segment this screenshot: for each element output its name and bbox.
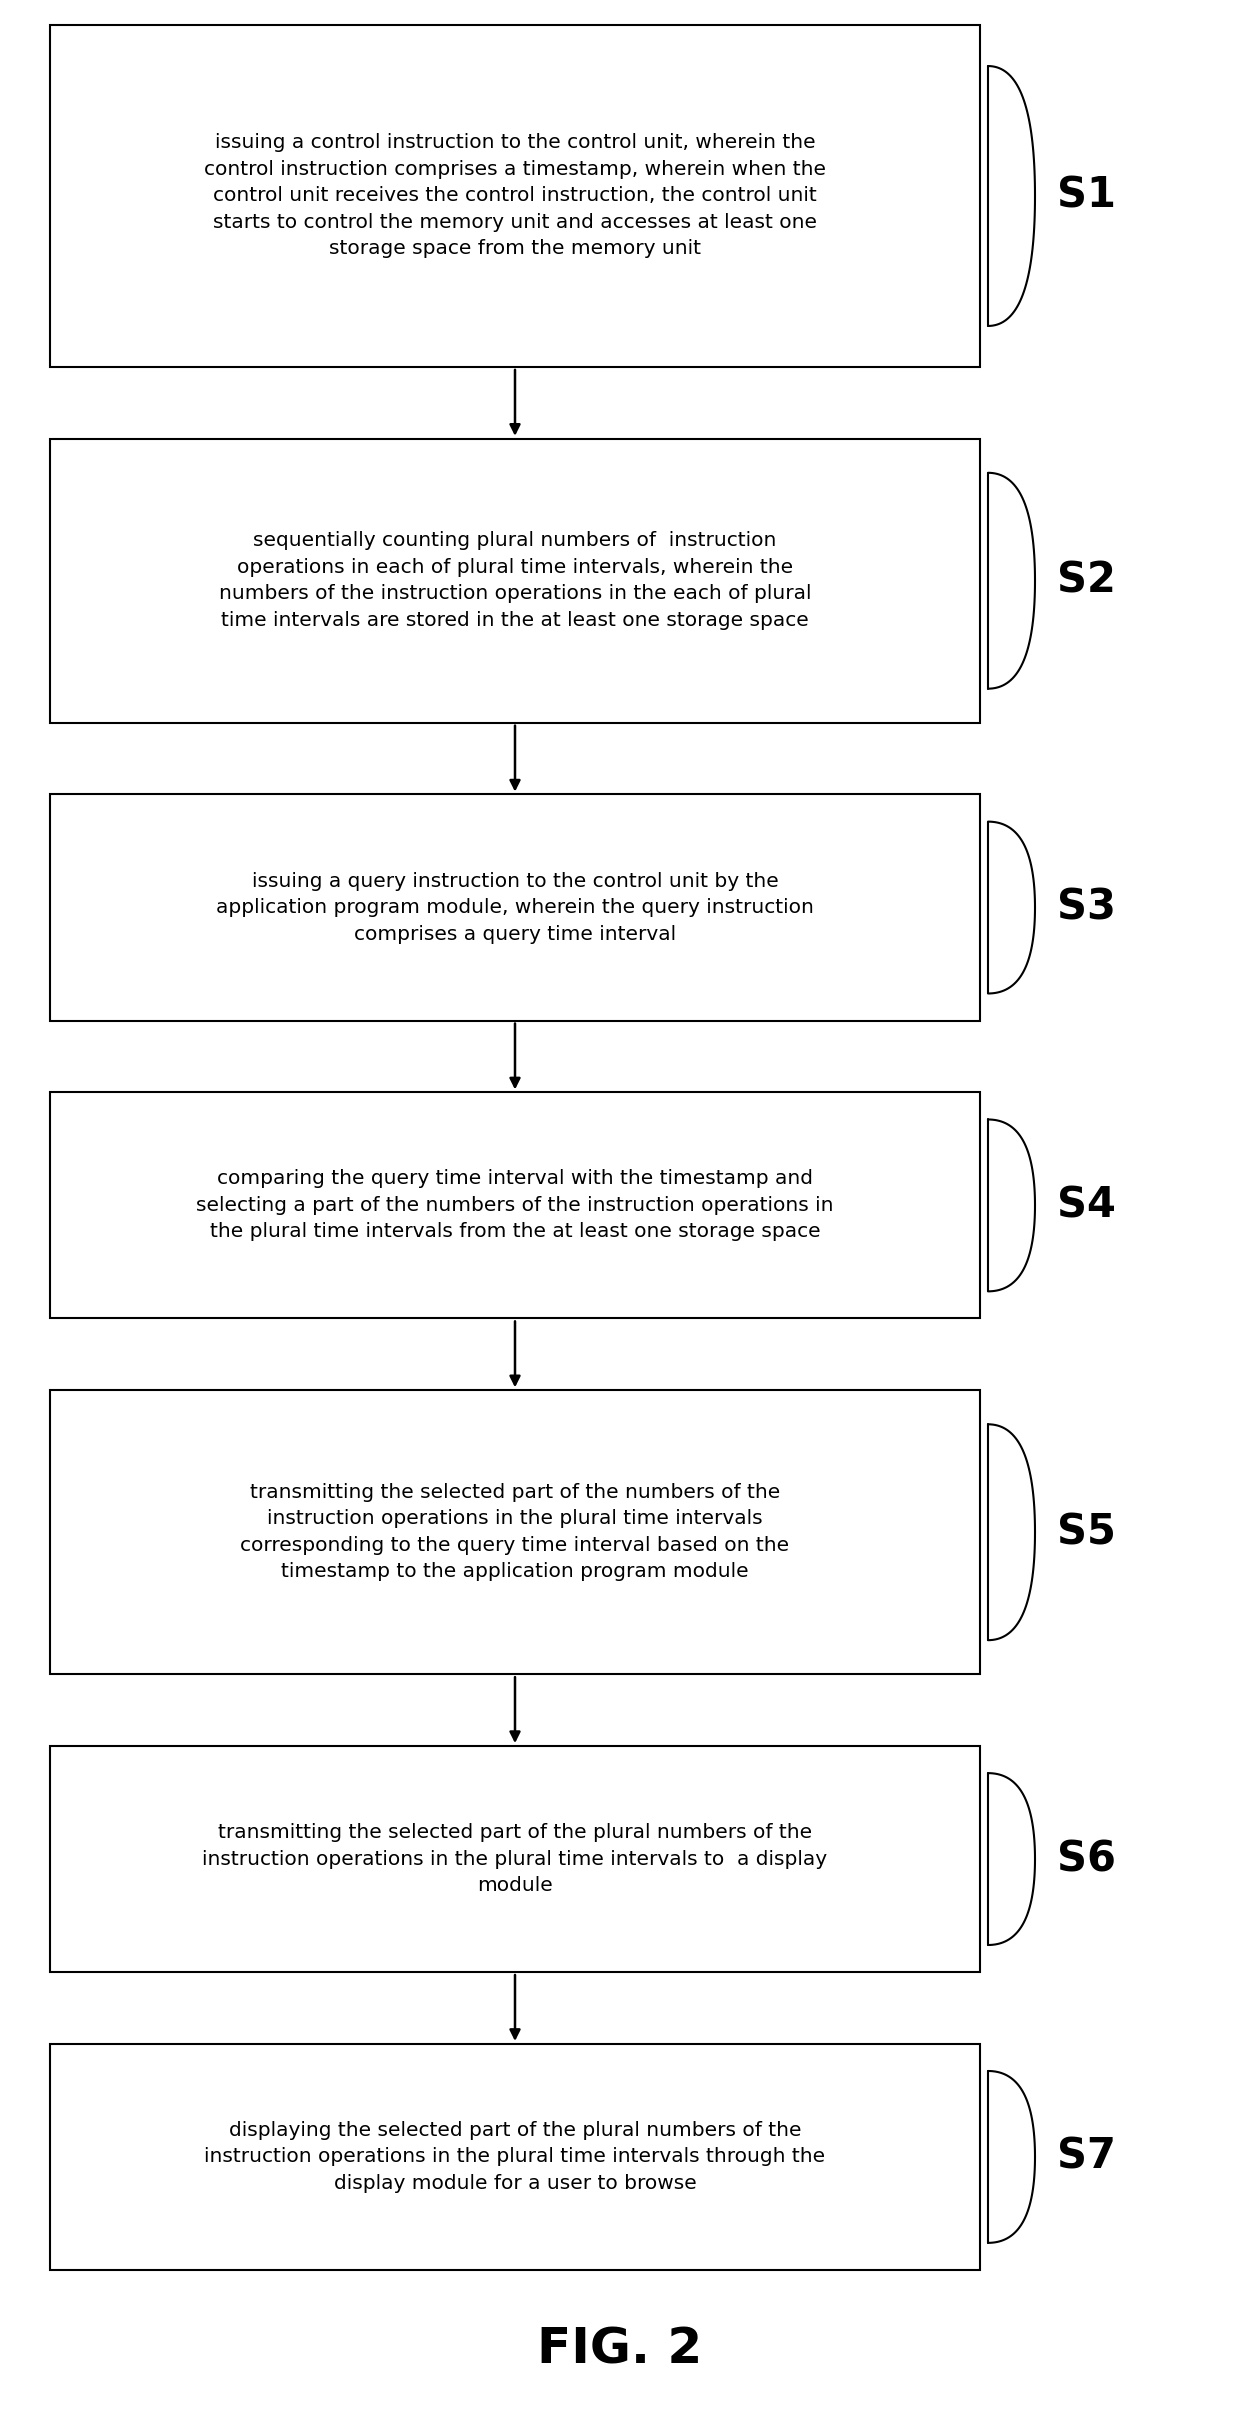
Text: S6: S6 (1056, 1838, 1116, 1879)
Bar (50, 24, 980, 367)
Bar (50, 2043, 980, 2270)
Bar (50, 1746, 980, 1973)
Text: sequentially counting plural numbers of  instruction
operations in each of plura: sequentially counting plural numbers of … (218, 531, 811, 630)
Text: S7: S7 (1056, 2135, 1116, 2178)
Text: comparing the query time interval with the timestamp and
selecting a part of the: comparing the query time interval with t… (196, 1169, 833, 1241)
Text: S4: S4 (1056, 1183, 1116, 1227)
Text: displaying the selected part of the plural numbers of the
instruction operations: displaying the selected part of the plur… (205, 2120, 826, 2193)
Bar (50, 1092, 980, 1319)
Text: issuing a query instruction to the control unit by the
application program modul: issuing a query instruction to the contr… (216, 872, 813, 944)
Bar (50, 440, 980, 722)
Text: transmitting the selected part of the numbers of the
instruction operations in t: transmitting the selected part of the nu… (241, 1483, 790, 1582)
Bar (50, 795, 980, 1022)
Text: S2: S2 (1056, 560, 1116, 601)
Text: S1: S1 (1056, 174, 1116, 217)
Text: S3: S3 (1056, 886, 1116, 927)
Text: issuing a control instruction to the control unit, wherein the
control instructi: issuing a control instruction to the con… (205, 133, 826, 258)
Text: FIG. 2: FIG. 2 (537, 2326, 703, 2374)
Text: transmitting the selected part of the plural numbers of the
instruction operatio: transmitting the selected part of the pl… (202, 1823, 827, 1896)
Bar (50, 1391, 980, 1674)
Text: S5: S5 (1056, 1512, 1116, 1553)
